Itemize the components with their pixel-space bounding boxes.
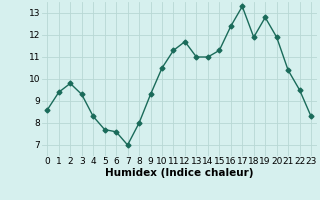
X-axis label: Humidex (Indice chaleur): Humidex (Indice chaleur): [105, 168, 253, 178]
